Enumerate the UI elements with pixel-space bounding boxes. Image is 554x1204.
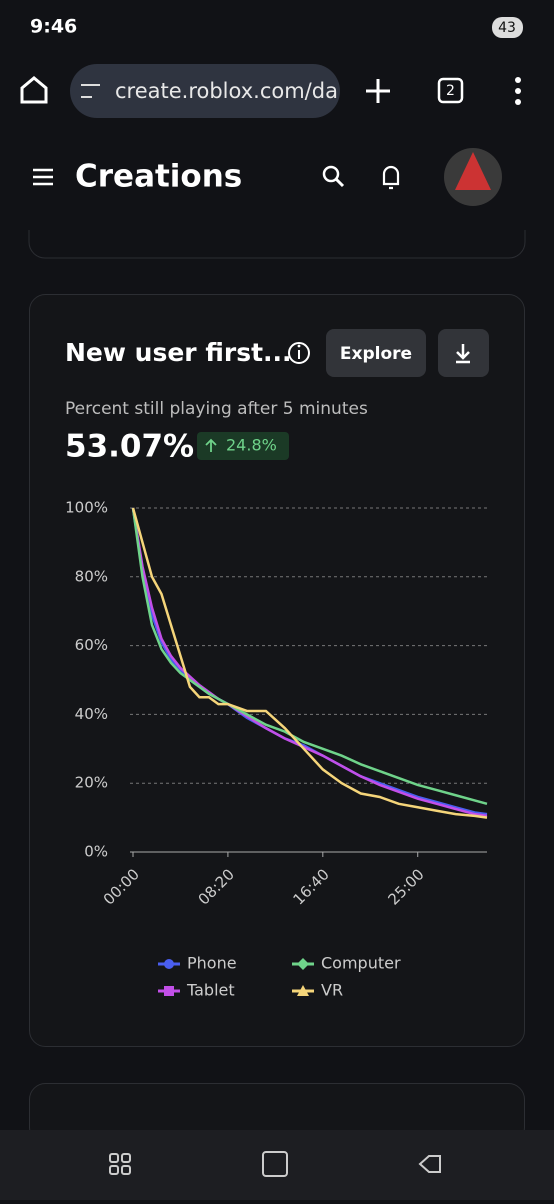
hamburger-menu[interactable] xyxy=(33,168,53,186)
series-line xyxy=(131,507,488,819)
y-tick-label: 40% xyxy=(75,705,108,723)
legend-label: Tablet xyxy=(186,981,235,1000)
legend-label: Computer xyxy=(321,954,401,973)
card-title: New user first... xyxy=(65,338,292,367)
y-tick-label: 20% xyxy=(75,774,108,792)
avatar-hat xyxy=(455,152,491,190)
metric-value: 53.07% xyxy=(65,429,194,465)
series-line xyxy=(131,507,488,818)
explore-button[interactable] xyxy=(326,329,426,377)
download-icon xyxy=(456,344,470,364)
up-arrow xyxy=(205,438,217,452)
explore-label: Explore xyxy=(340,344,412,364)
legend-label: Phone xyxy=(187,954,237,973)
recents-button[interactable] xyxy=(109,1153,131,1175)
legend-marker xyxy=(297,985,309,996)
chart-card xyxy=(29,294,525,1047)
back-button[interactable] xyxy=(418,1155,441,1173)
y-tick-label: 80% xyxy=(75,567,108,585)
tabs-button[interactable] xyxy=(437,77,464,104)
nav-bar xyxy=(0,1130,554,1200)
status-time: 9:46 xyxy=(30,16,77,38)
change-pill xyxy=(197,432,289,460)
new-tab-button[interactable] xyxy=(366,79,390,103)
legend-marker xyxy=(164,959,174,969)
battery-level: 43 xyxy=(498,20,516,36)
y-tick-label: 60% xyxy=(75,636,108,654)
series-line xyxy=(131,507,488,806)
home-nav-button[interactable] xyxy=(262,1151,288,1177)
info-icon[interactable] xyxy=(288,342,310,364)
site-settings-icon[interactable] xyxy=(81,84,100,98)
home-button[interactable] xyxy=(20,76,48,104)
plot: 0%20%40%60%80%100%00:00 08:20 16:40 25:00Ph… xyxy=(65,499,488,1000)
url: create.roblox.com/da xyxy=(115,79,338,103)
url-bar[interactable] xyxy=(70,64,340,118)
search-button[interactable] xyxy=(322,165,345,188)
app-title: Creations xyxy=(75,159,242,195)
legend-marker xyxy=(297,958,309,970)
y-tick-label: 100% xyxy=(65,499,108,517)
legend-label: VR xyxy=(321,981,343,1000)
y-tick-label: 0% xyxy=(84,843,108,861)
battery xyxy=(492,17,523,38)
previous-card xyxy=(28,230,526,259)
change-value: 24.8% xyxy=(226,436,277,455)
menu-button[interactable] xyxy=(515,77,521,105)
legend-marker xyxy=(164,986,174,996)
metric-label: Percent still playing after 5 minutes xyxy=(65,399,368,419)
notifications-button[interactable] xyxy=(382,165,400,190)
tab-count: 2 xyxy=(446,83,455,99)
